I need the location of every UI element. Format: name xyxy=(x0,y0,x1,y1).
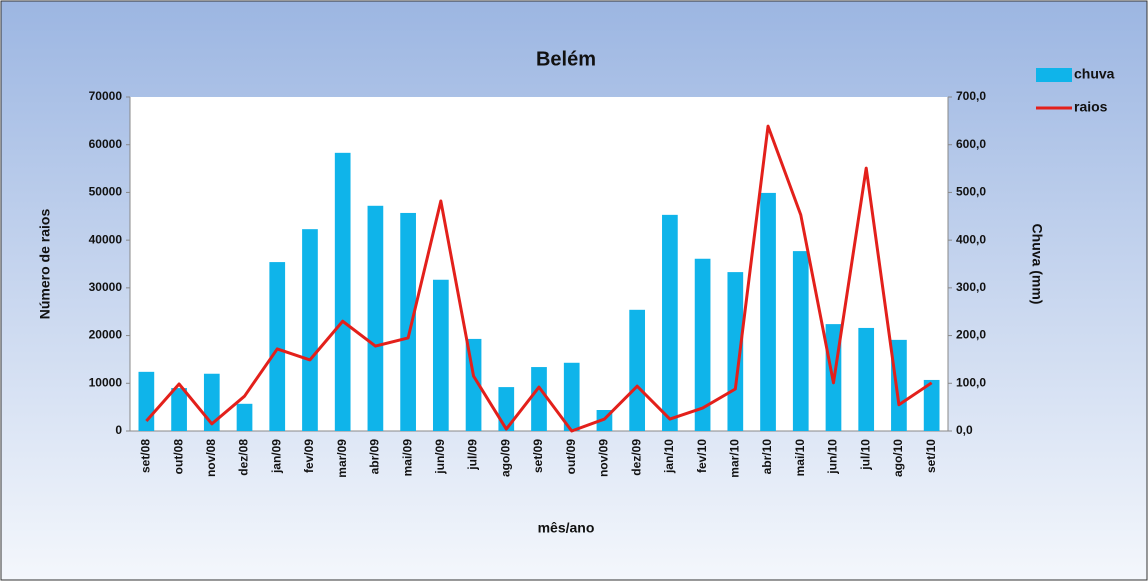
legend-label: raios xyxy=(1074,99,1108,115)
bar xyxy=(269,262,286,431)
legend-swatch xyxy=(1036,68,1072,82)
y-tick-label: 30000 xyxy=(89,280,123,294)
bar xyxy=(236,403,253,431)
y-tick-label: 40000 xyxy=(89,232,123,246)
bar xyxy=(367,205,384,431)
x-tick-label: jun/10 xyxy=(826,439,840,475)
bar xyxy=(203,373,220,431)
x-tick-label: set/10 xyxy=(924,439,938,473)
y2-tick-label: 500,0 xyxy=(956,185,986,199)
bar xyxy=(629,309,646,431)
x-tick-label: nov/09 xyxy=(597,439,611,477)
bar xyxy=(302,229,318,431)
bar xyxy=(792,251,809,431)
line xyxy=(145,124,933,433)
y-tick-label: 50000 xyxy=(89,185,123,199)
x-tick-label: out/09 xyxy=(564,439,578,475)
bar xyxy=(662,214,678,431)
x-tick-label: abr/09 xyxy=(368,439,382,475)
x-tick-label: jun/09 xyxy=(433,439,447,475)
y-axis-label: Número de raios xyxy=(37,209,53,320)
bar xyxy=(694,258,711,431)
y2-tick-label: 600,0 xyxy=(956,137,986,151)
bar xyxy=(531,367,547,431)
x-tick-label: jan/09 xyxy=(269,439,283,474)
x-tick-label: ago/09 xyxy=(498,439,512,477)
bar xyxy=(760,192,776,431)
x-tick-label: mai/10 xyxy=(793,439,807,477)
y2-tick-label: 100,0 xyxy=(956,375,986,389)
y-tick-label: 10000 xyxy=(89,375,123,389)
bar xyxy=(432,279,449,431)
legend-label: chuva xyxy=(1074,66,1115,82)
bar xyxy=(334,152,351,431)
x-tick-label: nov/08 xyxy=(204,439,218,477)
bar xyxy=(858,327,875,431)
bar xyxy=(138,371,155,431)
x-axis-label: mês/ano xyxy=(538,520,595,536)
y2-tick-label: 400,0 xyxy=(956,232,986,246)
x-tick-label: dez/09 xyxy=(629,439,643,476)
x-tick-label: jul/10 xyxy=(858,439,872,471)
x-tick-label: abr/10 xyxy=(760,439,774,475)
x-tick-label: mar/09 xyxy=(335,439,349,478)
x-tick-label: ago/10 xyxy=(891,439,905,477)
x-tick-label: set/08 xyxy=(139,439,153,473)
x-tick-label: jan/10 xyxy=(662,439,676,474)
y2-axis-label: Chuva (mm) xyxy=(1029,224,1045,305)
y-tick-label: 70000 xyxy=(89,89,123,103)
x-tick-label: mar/10 xyxy=(727,439,741,478)
y2-tick-label: 700,0 xyxy=(956,89,986,103)
y-tick-label: 60000 xyxy=(89,137,123,151)
chart-title: Belém xyxy=(536,48,596,70)
bar xyxy=(171,388,187,431)
x-tick-label: mai/09 xyxy=(400,439,414,477)
x-tick-label: out/08 xyxy=(171,439,185,475)
bar xyxy=(400,212,416,431)
y2-tick-label: 300,0 xyxy=(956,280,986,294)
y-tick-label: 20000 xyxy=(89,328,123,342)
x-tick-label: fev/10 xyxy=(695,439,709,473)
x-tick-label: dez/08 xyxy=(237,439,251,476)
y-tick-label: 0 xyxy=(115,423,122,437)
bar xyxy=(891,339,907,431)
bar xyxy=(563,362,580,431)
x-tick-label: fev/09 xyxy=(302,439,316,473)
y2-tick-label: 200,0 xyxy=(956,328,986,342)
x-tick-label: set/09 xyxy=(531,439,545,473)
bar xyxy=(923,379,940,431)
y2-tick-label: 0,0 xyxy=(956,423,973,437)
x-tick-label: jul/09 xyxy=(466,439,480,471)
